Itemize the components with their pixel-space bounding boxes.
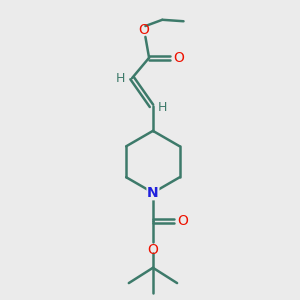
- Text: O: O: [173, 51, 184, 65]
- Text: O: O: [139, 23, 149, 37]
- Text: H: H: [116, 72, 125, 85]
- Text: H: H: [158, 101, 167, 114]
- Text: O: O: [177, 214, 188, 228]
- Text: O: O: [148, 243, 158, 257]
- Text: N: N: [147, 186, 159, 200]
